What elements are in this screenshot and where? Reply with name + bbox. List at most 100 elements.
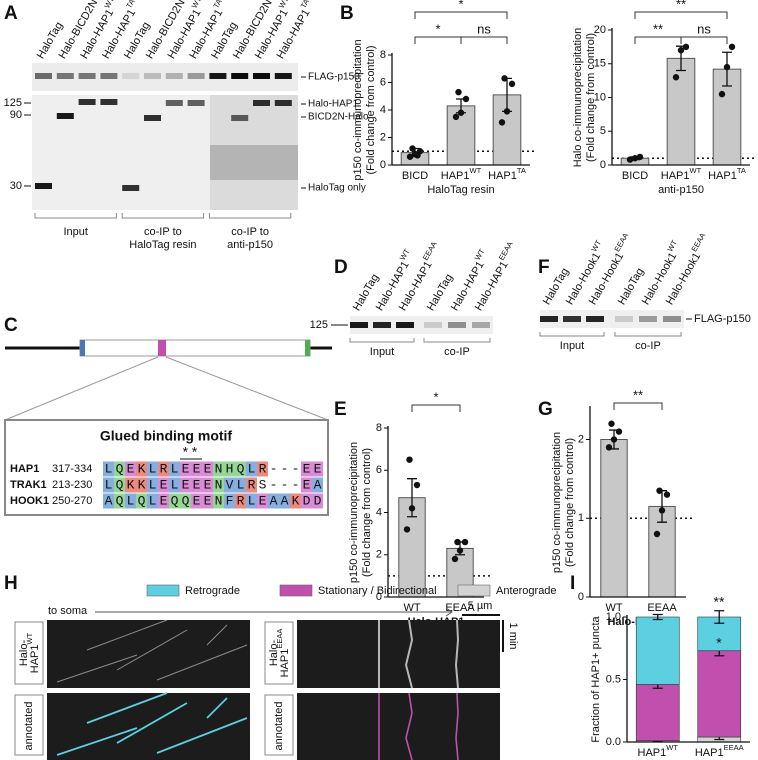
band-label: BICD2N-Halo	[308, 112, 369, 123]
y-tick-label: 6	[376, 464, 382, 476]
x-axis-label: HaloTag resin	[427, 184, 494, 196]
y-tick-label: 2	[578, 433, 584, 445]
y-tick-label: 1	[578, 512, 584, 524]
kymo-label-box	[264, 621, 294, 685]
data-point	[631, 155, 639, 162]
band	[540, 316, 558, 322]
panel-label: E	[334, 399, 347, 420]
bracket	[423, 338, 491, 343]
residue-bg	[202, 477, 213, 493]
x-tick-label: HAP1TA	[708, 166, 746, 181]
residue-bg	[301, 461, 312, 477]
sequence: LQEKLRLEEENHQLR---EE	[105, 461, 325, 476]
kymograph	[47, 693, 250, 760]
text-part: HAP1	[708, 170, 737, 182]
track-retrograde	[86, 692, 168, 724]
error-bar	[652, 613, 663, 621]
panel-label: H	[4, 573, 18, 594]
data-point	[682, 43, 690, 51]
superscript: TA	[299, 0, 311, 10]
y-tick-label: 0	[578, 591, 584, 603]
legend-swatch	[457, 584, 491, 597]
residue-bg	[147, 477, 158, 493]
residue-bg	[114, 493, 125, 509]
y-tick-label: 8	[376, 422, 382, 434]
group-label: co-IP	[635, 340, 661, 352]
x-tick-label: HAP1TA	[488, 166, 526, 181]
track	[156, 644, 248, 681]
band-label: Halo-HAP1	[308, 99, 358, 110]
data-point	[414, 152, 421, 159]
bar	[666, 57, 696, 166]
y-tick-label: 15	[594, 58, 606, 70]
data-point	[403, 526, 411, 533]
data-point	[718, 90, 726, 98]
group-label: co-IP to	[231, 226, 269, 238]
residue-bg	[246, 461, 257, 477]
residue-bg	[180, 461, 191, 477]
text-part: HAP1	[638, 747, 667, 759]
legend-label: Anterograde	[496, 585, 557, 597]
significance-label: **	[653, 21, 663, 36]
scale-label: 1 min	[507, 623, 519, 650]
zoom-lines	[4, 356, 329, 421]
x-tick-label: HAP1WT	[441, 166, 482, 181]
band	[122, 185, 140, 191]
y-tick-label: 2	[380, 131, 386, 143]
group-label: Input	[370, 346, 394, 358]
residue-bg	[235, 461, 246, 477]
y-axis-label: (Fold change from control)	[585, 33, 597, 162]
x-tick-label: BICD	[402, 170, 428, 182]
kymograph	[297, 620, 500, 688]
group-label: Input	[63, 226, 87, 238]
kymo-label-box	[14, 694, 44, 756]
x-tick-label: WT	[605, 602, 622, 614]
residue-bg	[158, 461, 169, 477]
residue-bg	[191, 493, 202, 509]
superscript: EEAA	[497, 240, 515, 262]
y-tick-label: 4	[380, 104, 386, 116]
bracket	[539, 332, 605, 337]
band-label: FLAG-p150	[694, 313, 751, 325]
band	[165, 73, 183, 79]
bracket	[349, 338, 415, 343]
residue-bg	[191, 461, 202, 477]
data-point	[605, 444, 613, 451]
data-point	[455, 88, 462, 96]
data-point	[498, 119, 506, 126]
data-point	[626, 156, 634, 163]
blot-smear	[210, 145, 298, 180]
text-part: HAP1	[29, 644, 41, 673]
band-label: HaloTag only	[308, 183, 366, 194]
data-point	[462, 95, 470, 103]
bar-segment	[697, 650, 742, 738]
residue-bg	[246, 477, 257, 493]
bar-segment	[635, 684, 680, 742]
residue-bg	[158, 477, 169, 493]
kymograph	[297, 693, 500, 760]
residue-bg	[213, 477, 224, 493]
residue-bg	[290, 493, 301, 509]
data-point	[728, 43, 736, 51]
data-point	[615, 428, 623, 435]
residue-bg	[136, 493, 147, 509]
superscript: WT	[473, 247, 487, 262]
x-tick-label: HAP1EEAA	[695, 743, 744, 758]
superscript: WT	[590, 238, 604, 253]
kymo-label-box	[14, 621, 44, 685]
band	[100, 73, 118, 79]
panel-label: C	[4, 315, 18, 336]
band	[78, 99, 96, 105]
track-stationary	[405, 692, 413, 760]
significance-label: **	[633, 387, 643, 402]
y-axis-label: (Fold change from control)	[365, 46, 377, 175]
data-point	[501, 75, 508, 82]
residue-bg	[202, 493, 213, 509]
band	[274, 100, 292, 106]
significance-bracket	[634, 36, 682, 44]
y-axis-label: p150 co-immunoprecipitation	[348, 442, 360, 583]
superscript: TA	[212, 0, 224, 10]
residue-bg	[213, 493, 224, 509]
band-label: FLAG-p150	[308, 72, 360, 83]
kymo-label: Halo-	[18, 640, 30, 667]
